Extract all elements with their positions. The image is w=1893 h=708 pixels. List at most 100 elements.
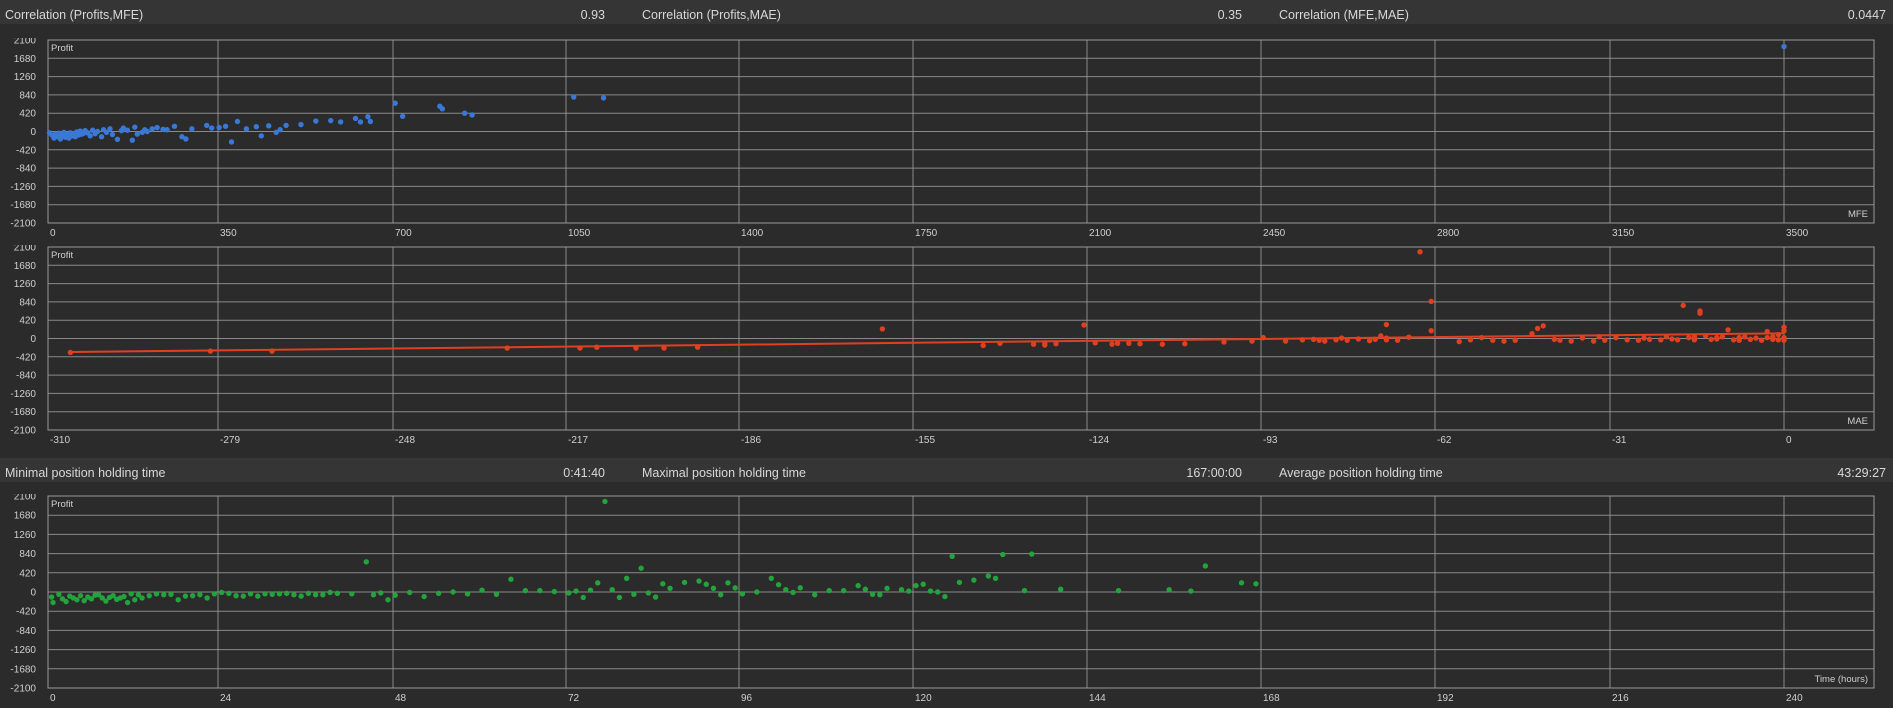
mfe-data-point: [352, 115, 359, 122]
y-tick-label: -840: [16, 626, 36, 637]
x-tick-label: -62: [1437, 435, 1452, 446]
mfe-data-point: [216, 124, 222, 131]
y-tick-label: -420: [16, 352, 36, 363]
mae-data-point: [1730, 337, 1737, 343]
mae-data-point: [1641, 335, 1647, 341]
time-data-point: [508, 576, 514, 582]
time-data-point: [110, 592, 116, 599]
time-data-point: [450, 589, 456, 595]
mfe-data-point: [179, 134, 185, 140]
mae-data-point: [1534, 325, 1541, 332]
mfe-data-point: [124, 127, 131, 133]
mae-data-point: [1092, 340, 1098, 346]
mae-data-point: [1764, 328, 1770, 335]
time-data-point: [949, 553, 955, 560]
mfe-data-point: [171, 123, 178, 129]
time-data-point: [247, 591, 254, 597]
time-data-point: [146, 592, 152, 599]
x-tick-label: 3150: [1612, 228, 1635, 239]
mae-data-point: [1557, 337, 1563, 343]
mfe-data-point: [313, 118, 319, 124]
mae-data-point: [1355, 336, 1362, 342]
mfe-data-point: [164, 127, 170, 133]
mae-data-point: [1674, 337, 1681, 343]
time-data-point: [739, 591, 746, 597]
time-data-point: [616, 594, 623, 601]
y-tick-label: -2100: [10, 426, 36, 437]
mfe-data-point: [298, 121, 304, 128]
time-data-point: [667, 585, 673, 592]
mae-data-point: [1775, 337, 1782, 343]
mae-data-point: [1456, 338, 1462, 345]
time-data-point: [623, 575, 630, 581]
mfe-data-point: [154, 124, 160, 131]
mae-data-point: [1736, 334, 1742, 341]
time-data-point: [189, 592, 196, 599]
x-tick-label: -93: [1263, 435, 1278, 446]
time-data-point: [920, 581, 926, 587]
time-data-point: [493, 591, 500, 597]
x-axis-title: MAE: [1847, 416, 1868, 427]
mae-data-point: [1366, 337, 1373, 344]
time-data-point: [370, 592, 377, 598]
y-tick-label: 420: [19, 568, 36, 579]
time-data-point: [935, 589, 941, 595]
x-tick-label: 48: [395, 693, 407, 704]
time-data-point: [74, 597, 80, 603]
time-data-point: [197, 592, 203, 598]
x-tick-label: 192: [1437, 693, 1454, 704]
time-data-point: [775, 581, 782, 588]
mae-data-point: [1529, 331, 1535, 337]
y-tick-label: -2100: [10, 684, 36, 695]
x-tick-label: -217: [568, 435, 588, 446]
x-tick-label: 1050: [568, 228, 591, 239]
stat-label-corr-profits-mfe: Correlation (Profits,MFE): [5, 8, 144, 22]
time-data-point: [99, 595, 105, 601]
mfe-data-point: [600, 95, 607, 101]
mae-data-point: [1579, 335, 1586, 341]
mae-data-point: [1249, 338, 1255, 344]
y-tick-label: -1260: [10, 389, 36, 400]
mae-data-point: [1613, 334, 1619, 341]
mae-data-point: [1742, 334, 1748, 340]
mae-data-point: [1299, 337, 1306, 343]
mfe-data-point: [234, 118, 241, 125]
time-data-point: [595, 580, 601, 586]
x-tick-label: 216: [1612, 693, 1629, 704]
mae-data-point: [1697, 310, 1703, 316]
x-tick-label: 1400: [741, 228, 764, 239]
mae-data-point: [1053, 341, 1059, 347]
time-data-point: [537, 587, 543, 594]
y-tick-label: 1680: [14, 511, 37, 522]
mae-data-point: [661, 345, 667, 351]
mfe-data-point: [129, 137, 136, 143]
time-data-point: [580, 594, 586, 601]
x-tick-label: 2450: [1263, 228, 1286, 239]
mae-data-point: [879, 326, 886, 332]
mae-data-point: [1406, 334, 1412, 340]
mfe-data-point: [328, 117, 334, 124]
x-tick-label: -186: [741, 435, 761, 446]
mae-data-point: [1602, 337, 1608, 343]
time-data-point: [385, 597, 391, 603]
time-data-point: [573, 588, 579, 594]
x-tick-label: 2100: [1089, 228, 1112, 239]
time-data-point: [956, 579, 963, 586]
y-tick-label: 420: [19, 109, 36, 120]
time-data-point: [50, 599, 56, 606]
time-data-point: [1115, 587, 1122, 594]
y-tick-label: -840: [16, 371, 36, 382]
time-data-point: [88, 596, 95, 602]
stat-value-max-holding-time: 167:00:00: [1186, 466, 1242, 480]
mfe-data-point: [144, 128, 150, 135]
mfe-data-point: [283, 122, 289, 129]
time-data-point: [406, 589, 413, 596]
mae-data-point: [997, 340, 1003, 346]
stat-label-min-holding-time: Minimal position holding time: [5, 466, 166, 480]
time-data-point: [135, 592, 142, 598]
mae-data-point: [1260, 334, 1266, 341]
time-data-point: [1000, 551, 1006, 558]
stat-value-corr-profits-mfe: 0.93: [580, 8, 605, 22]
time-data-point: [128, 591, 134, 597]
time-data-point: [175, 597, 181, 603]
